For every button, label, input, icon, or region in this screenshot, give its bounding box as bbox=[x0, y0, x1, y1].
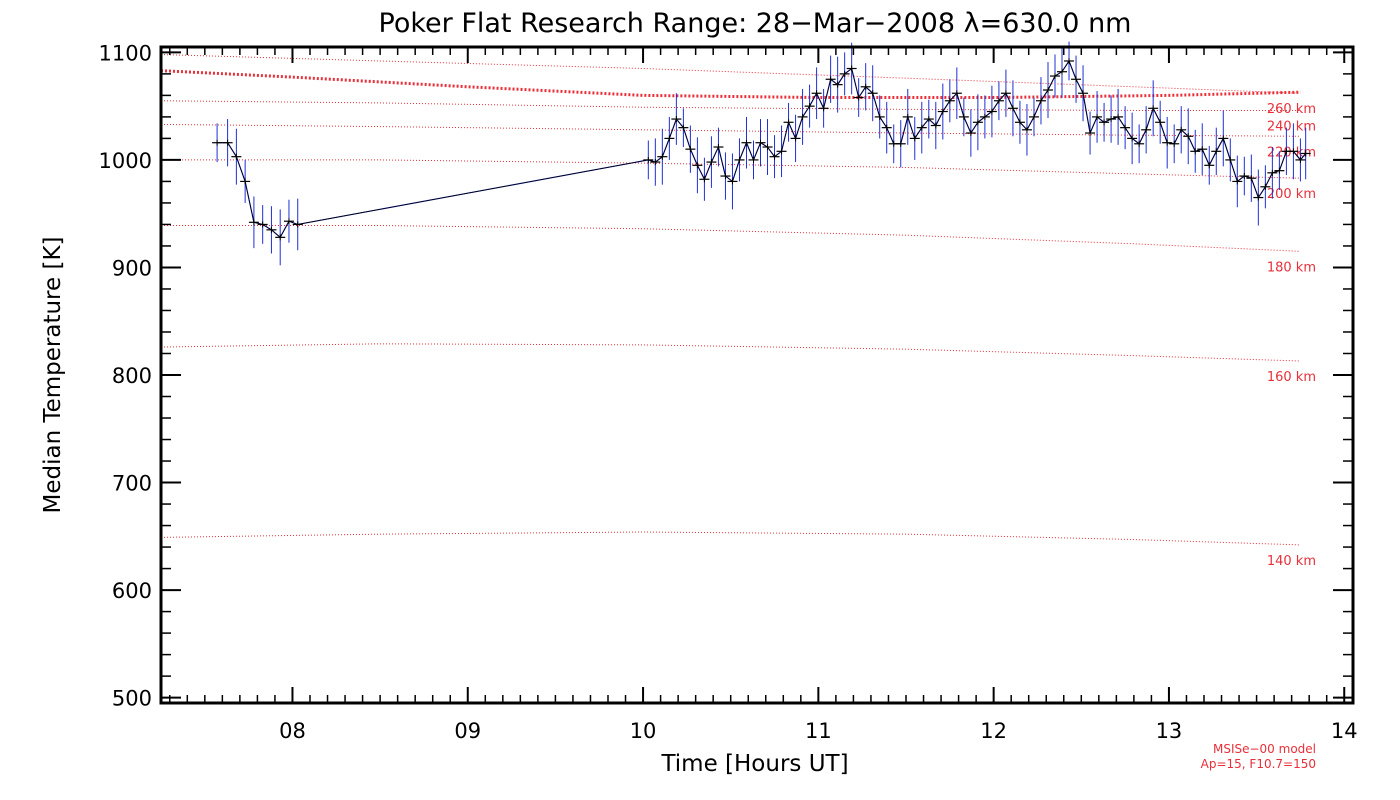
y-tick-label: 700 bbox=[112, 472, 152, 496]
model-line-thick bbox=[160, 69, 1301, 100]
y-tick-label: 900 bbox=[112, 256, 152, 280]
model-line-0 bbox=[160, 531, 1301, 546]
model-label-2: 180 km bbox=[1267, 260, 1316, 275]
model-label-0: 140 km bbox=[1267, 554, 1316, 569]
x-tick-label: 11 bbox=[805, 719, 832, 743]
chart-title: Poker Flat Research Range: 28−Mar−2008 λ… bbox=[379, 8, 1132, 39]
x-tick-label: 09 bbox=[454, 719, 481, 743]
y-tick-label: 1100 bbox=[99, 41, 152, 65]
y-tick-label: 800 bbox=[112, 364, 152, 388]
axis-ticks: 08 09 10 11 12 13 14 500 600 700 800 900 1000 1100 bbox=[99, 41, 1358, 743]
model-label-4: 220 km bbox=[1267, 145, 1316, 160]
x-tick-label: 13 bbox=[1156, 719, 1183, 743]
model-label-3: 200 km bbox=[1267, 187, 1316, 202]
x-tick-label: 10 bbox=[630, 719, 657, 743]
x-tick-label: 08 bbox=[279, 719, 306, 743]
model-label-6: 260 km bbox=[1267, 102, 1316, 117]
model-lines: 140 km 160 km 180 km 200 km 220 km 240 km 260 … bbox=[160, 54, 1316, 569]
model-note-line-1: MSISe−00 model bbox=[1213, 742, 1316, 756]
model-line-5 bbox=[160, 100, 1301, 111]
model-line-3 bbox=[161, 159, 1301, 179]
x-tick-label: 12 bbox=[980, 719, 1007, 743]
y-axis-title: Median Temperature [K] bbox=[40, 237, 66, 514]
model-line-1 bbox=[160, 343, 1301, 362]
x-tick-label: 14 bbox=[1331, 719, 1358, 743]
model-label-1: 160 km bbox=[1267, 370, 1316, 385]
model-line-6 bbox=[160, 54, 1301, 94]
model-line-2 bbox=[161, 225, 1301, 252]
y-tick-label: 500 bbox=[112, 687, 152, 711]
y-tick-label: 1000 bbox=[99, 149, 152, 173]
y-tick-label: 600 bbox=[112, 579, 152, 603]
model-label-5: 240 km bbox=[1267, 119, 1316, 134]
data-series bbox=[212, 41, 1311, 266]
model-note-line-2: Ap=15, F10.7=150 bbox=[1201, 757, 1316, 771]
x-axis-title: Time [Hours UT] bbox=[660, 751, 848, 777]
